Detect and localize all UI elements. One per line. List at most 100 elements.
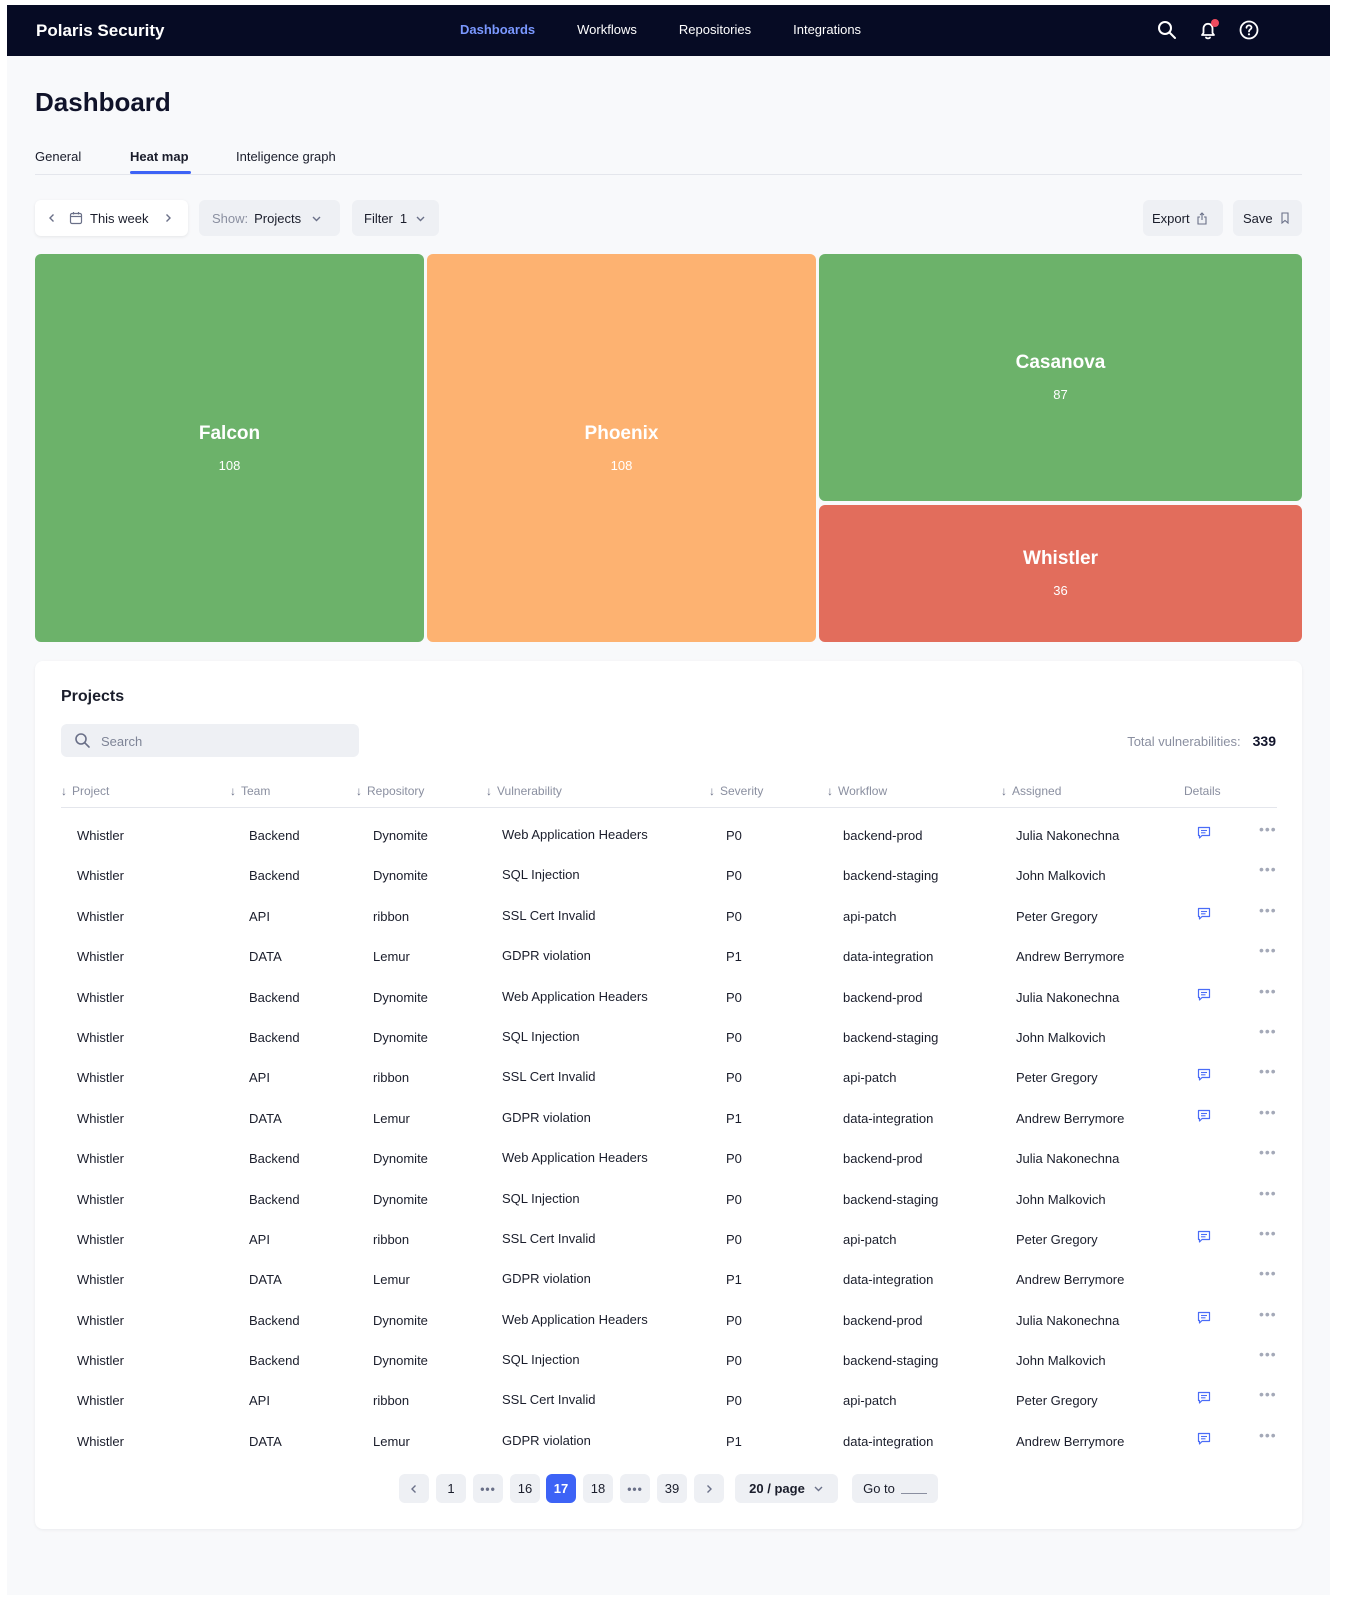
- comment-icon[interactable]: [1197, 826, 1211, 840]
- cell-vulnerability: Web Application Headers: [502, 988, 648, 1004]
- page-button[interactable]: 18: [583, 1474, 613, 1503]
- prev-page-button[interactable]: [399, 1474, 429, 1503]
- page-ellipsis-button[interactable]: •••: [620, 1474, 650, 1503]
- cell-vulnerability: GDPR violation: [502, 1271, 591, 1287]
- table-row[interactable]: Whistler Backend Dynomite SQL Injection P0 ba…: [61, 851, 1277, 891]
- heatmap-tile-whistler[interactable]: Whistler 36: [819, 505, 1302, 642]
- table-row[interactable]: Whistler Backend Dynomite Web Application H…: [61, 811, 1277, 851]
- search-icon[interactable]: [1156, 19, 1178, 41]
- table-row[interactable]: Whistler Backend Dynomite SQL Injection P0 ba…: [61, 1013, 1277, 1053]
- export-button[interactable]: Export: [1143, 200, 1223, 236]
- calendar-icon: [69, 211, 83, 225]
- table-row[interactable]: Whistler Backend Dynomite Web Application H…: [61, 973, 1277, 1013]
- page-button[interactable]: 39: [657, 1474, 687, 1503]
- chevron-left-icon[interactable]: [47, 213, 57, 223]
- nav-workflows[interactable]: Workflows: [577, 22, 637, 37]
- comment-icon[interactable]: [1197, 1068, 1211, 1082]
- column-header-vulnerability[interactable]: ↓ Vulnerability: [486, 784, 562, 798]
- table-row[interactable]: Whistler API ribbon SSL Cert Invalid P0 api-p…: [61, 892, 1277, 932]
- more-options-icon[interactable]: •••: [1259, 1184, 1277, 1201]
- goto-page-input[interactable]: Go to: [852, 1474, 938, 1503]
- tab-heat-map[interactable]: Heat map: [130, 149, 189, 164]
- page-ellipsis-button[interactable]: •••: [473, 1474, 503, 1503]
- column-header-team[interactable]: ↓ Team: [230, 784, 270, 798]
- filter-button[interactable]: Filter 1: [352, 200, 439, 236]
- sort-arrow-icon: ↓: [709, 784, 715, 798]
- more-options-icon[interactable]: •••: [1259, 1346, 1277, 1363]
- search-input[interactable]: Search: [61, 724, 359, 757]
- tab-inteligence-graph[interactable]: Inteligence graph: [236, 149, 336, 164]
- page-button[interactable]: 16: [510, 1474, 540, 1503]
- heatmap-tile-falcon[interactable]: Falcon 108: [35, 254, 424, 642]
- more-options-icon[interactable]: •••: [1259, 1022, 1277, 1039]
- cell-project: Whistler: [77, 1272, 124, 1288]
- more-options-icon[interactable]: •••: [1259, 821, 1277, 837]
- heatmap-tile-phoenix[interactable]: Phoenix 108: [427, 254, 816, 642]
- nav-dashboards[interactable]: Dashboards: [460, 22, 536, 37]
- table-row[interactable]: Whistler DATA Lemur GDPR violation P1 data-in…: [61, 1094, 1277, 1134]
- table-row[interactable]: Whistler Backend Dynomite SQL Injection P0 ba…: [61, 1336, 1277, 1376]
- more-options-icon[interactable]: •••: [1259, 942, 1277, 959]
- bell-icon[interactable]: [1197, 19, 1219, 41]
- nav-repositories[interactable]: Repositories: [678, 22, 752, 37]
- more-options-icon[interactable]: •••: [1259, 1386, 1277, 1403]
- comment-icon[interactable]: [1197, 1391, 1211, 1405]
- more-options-icon[interactable]: •••: [1259, 1144, 1277, 1161]
- cell-severity: P0: [726, 1231, 742, 1247]
- goto-input-line[interactable]: [900, 1484, 927, 1494]
- table-row[interactable]: Whistler DATA Lemur GDPR violation P1 data-in…: [61, 932, 1277, 972]
- help-icon[interactable]: [1238, 19, 1260, 41]
- chevron-left-icon: [409, 1484, 419, 1494]
- nav-integrations[interactable]: Integrations: [793, 22, 862, 37]
- cell-assigned: Julia Nakonechna: [1016, 989, 1120, 1005]
- more-options-icon[interactable]: •••: [1259, 1426, 1277, 1443]
- comment-icon[interactable]: [1197, 1432, 1211, 1446]
- table-row[interactable]: Whistler API ribbon SSL Cert Invalid P0 api-p…: [61, 1053, 1277, 1093]
- more-options-icon[interactable]: •••: [1259, 1103, 1277, 1120]
- more-options-icon[interactable]: •••: [1259, 901, 1277, 918]
- column-header-severity[interactable]: ↓ Severity: [709, 784, 763, 798]
- save-button[interactable]: Save: [1233, 200, 1302, 236]
- comment-icon[interactable]: [1197, 1109, 1211, 1123]
- more-options-icon[interactable]: •••: [1259, 1063, 1277, 1080]
- search-icon: [74, 732, 91, 749]
- table-row[interactable]: Whistler DATA Lemur GDPR violation P1 data-in…: [61, 1417, 1277, 1457]
- comment-icon[interactable]: [1197, 1230, 1211, 1244]
- table-row[interactable]: Whistler API ribbon SSL Cert Invalid P0 api-p…: [61, 1215, 1277, 1255]
- table-row[interactable]: Whistler Backend Dynomite SQL Injection P0 ba…: [61, 1175, 1277, 1215]
- current-page-button[interactable]: 17: [546, 1474, 576, 1503]
- more-options-icon[interactable]: •••: [1259, 861, 1277, 878]
- cell-workflow: backend-prod: [843, 828, 923, 843]
- per-page-selector[interactable]: 20 / page: [735, 1474, 838, 1503]
- tab-general[interactable]: General: [35, 149, 82, 164]
- more-options-icon[interactable]: •••: [1259, 982, 1277, 999]
- period-label[interactable]: This week: [90, 210, 149, 226]
- column-header-assigned[interactable]: ↓ Assigned: [1001, 784, 1061, 798]
- more-options-icon[interactable]: •••: [1259, 1224, 1277, 1241]
- heatmap-tile-casanova[interactable]: Casanova 87: [819, 254, 1302, 501]
- chevron-right-icon[interactable]: [163, 213, 173, 223]
- column-header-repository[interactable]: ↓ Repository: [356, 784, 424, 798]
- cell-vulnerability: SQL Injection: [502, 867, 580, 883]
- column-header-project[interactable]: ↓ Project: [61, 784, 109, 798]
- sort-arrow-icon: ↓: [230, 784, 236, 798]
- table-row[interactable]: Whistler Backend Dynomite Web Application H…: [61, 1296, 1277, 1336]
- table-row[interactable]: Whistler API ribbon SSL Cert Invalid P0 api-p…: [61, 1376, 1277, 1416]
- next-page-button[interactable]: [694, 1474, 724, 1503]
- cell-team: DATA: [249, 1110, 282, 1126]
- cell-project: Whistler: [77, 1151, 124, 1167]
- table-row[interactable]: Whistler DATA Lemur GDPR violation P1 data-in…: [61, 1255, 1277, 1295]
- brand-logo[interactable]: Polaris Security: [36, 21, 165, 40]
- active-tab-indicator: [130, 171, 191, 174]
- more-options-icon[interactable]: •••: [1259, 1265, 1277, 1282]
- page-button[interactable]: 1: [436, 1474, 466, 1503]
- column-header-workflow[interactable]: ↓ Workflow: [827, 784, 887, 798]
- cell-repository: Lemur: [373, 949, 410, 965]
- bookmark-icon: [1280, 212, 1290, 224]
- comment-icon[interactable]: [1197, 988, 1211, 1002]
- more-options-icon[interactable]: •••: [1259, 1305, 1277, 1322]
- table-row[interactable]: Whistler Backend Dynomite Web Application H…: [61, 1134, 1277, 1174]
- comment-icon[interactable]: [1197, 907, 1211, 921]
- comment-icon[interactable]: [1197, 1311, 1211, 1325]
- show-selector[interactable]: Show: Projects: [199, 200, 340, 236]
